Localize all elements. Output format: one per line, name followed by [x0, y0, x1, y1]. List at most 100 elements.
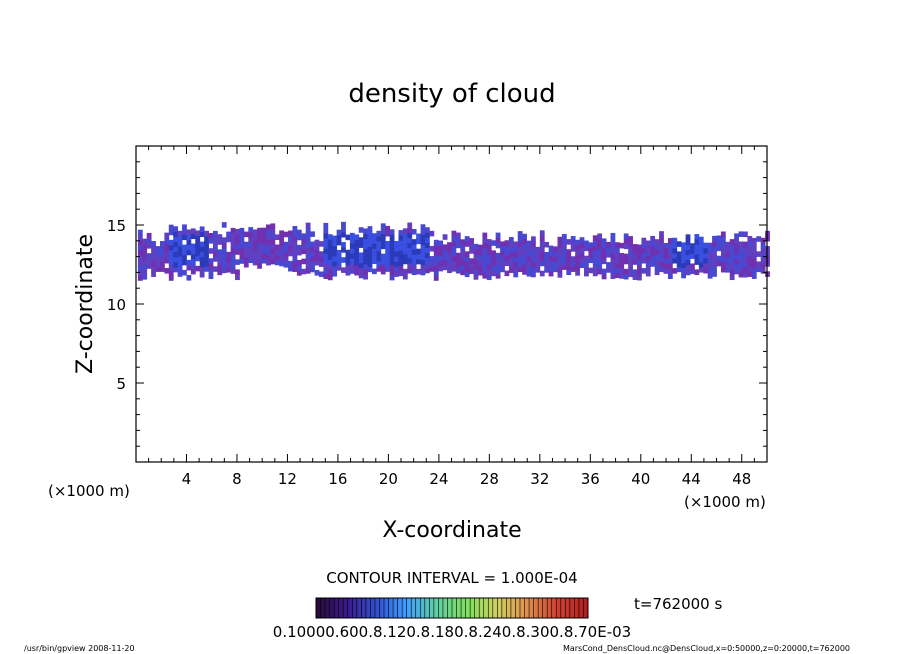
cloud-cell [720, 246, 726, 253]
cloud-cell [504, 270, 510, 277]
cloud-cell [323, 222, 329, 229]
cloud-cell [199, 271, 205, 278]
cloud-cell [641, 242, 647, 249]
cloud-cell [261, 237, 267, 244]
colorbar-cell [540, 598, 543, 618]
cloud-cell [531, 236, 536, 242]
cloud-cell [230, 248, 236, 254]
cloud-cell [190, 243, 196, 250]
cloud-cell [747, 256, 753, 262]
cloud-cell [601, 253, 607, 260]
colorbar-cell [429, 598, 432, 618]
cloud-cell [199, 256, 205, 263]
cloud-cell [332, 265, 338, 272]
cloud-cell [433, 275, 439, 281]
cloud-cell [358, 262, 364, 269]
cloud-cell [513, 246, 519, 253]
cloud-cell [164, 268, 170, 274]
cloud-cell [394, 240, 399, 247]
cloud-cell [694, 269, 700, 275]
cloud-cell [579, 247, 585, 253]
cloud-cell [177, 230, 183, 237]
cloud-cell [411, 259, 417, 265]
cloud-cell [557, 267, 563, 273]
cloud-cell [561, 259, 567, 265]
cloud-cell [588, 242, 594, 248]
colorbar-cell [372, 598, 376, 618]
cloud-cell [447, 267, 452, 274]
cloud-cell [455, 242, 461, 249]
cloud-cell [667, 238, 673, 244]
cloud-cell [685, 244, 691, 251]
cloud-cell [606, 267, 611, 273]
cloud-cell [257, 232, 262, 239]
cloud-cell [239, 227, 245, 234]
colorbar-cell [447, 598, 451, 618]
cloud-cell [720, 251, 726, 258]
cloud-cell [376, 266, 382, 272]
cloud-cell [371, 243, 377, 249]
colorbar-cell [433, 598, 437, 618]
cloud-cell [707, 268, 713, 274]
cloud-cell [491, 260, 497, 267]
cloud-cell [310, 241, 315, 248]
cloud-cell [623, 243, 629, 250]
cloud-cell [305, 263, 311, 269]
cloud-cell [539, 250, 545, 257]
cloud-cell [517, 251, 523, 257]
cloud-cell [659, 241, 664, 247]
cloud-cell [743, 231, 748, 238]
cloud-cell [738, 241, 744, 248]
cloud-cell [628, 256, 633, 262]
cloud-cell [155, 256, 161, 262]
cloud-cell [548, 255, 554, 262]
cloud-cell [380, 253, 386, 260]
cloud-cell [451, 261, 457, 267]
cloud-cell [495, 232, 501, 239]
cloud-cell [433, 239, 439, 246]
cloud-cell [698, 241, 704, 248]
cloud-cell [433, 249, 439, 256]
cloud-cell [645, 255, 651, 262]
cloud-cell [283, 241, 289, 248]
colorbar-cell [347, 598, 351, 618]
cloud-cell [495, 257, 501, 264]
cloud-cell [645, 240, 651, 247]
cloud-cell [606, 241, 611, 248]
cloud-cell [327, 249, 333, 255]
cloud-cell [553, 251, 558, 257]
cloud-cell [159, 266, 165, 272]
colorbar-frame [315, 597, 589, 619]
cloud-cell [628, 266, 633, 273]
cloud-cell [190, 268, 196, 275]
cloud-cell [239, 253, 245, 259]
cloud-cell [522, 259, 527, 265]
cloud-cell [257, 248, 262, 254]
cloud-cell [274, 259, 280, 266]
cloud-cell [663, 268, 669, 274]
cloud-cell [760, 242, 766, 249]
cloud-cell [164, 237, 170, 244]
cloud-cell [698, 267, 704, 273]
cloud-cell [394, 251, 399, 257]
cloud-cell [508, 257, 514, 263]
cloud-cell [712, 261, 717, 267]
colorbar-cell [542, 598, 546, 618]
colorbar-cell [576, 598, 580, 618]
cloud-cell [199, 241, 205, 248]
cloud-cell [531, 266, 536, 273]
cloud-cell [681, 267, 686, 274]
cloud-cell [151, 246, 156, 252]
cloud-cell [354, 234, 360, 241]
cloud-cell [628, 261, 633, 267]
colorbar-cell [338, 598, 342, 618]
x-tick-label: 8 [232, 470, 242, 488]
cloud-cell [230, 258, 236, 264]
cloud-cell [681, 252, 686, 259]
cloud-cell [371, 258, 377, 265]
cloud-cell [424, 247, 430, 254]
cloud-cell [557, 236, 563, 243]
cloud-cell [623, 253, 629, 260]
cloud-cell [142, 243, 148, 250]
cloud-cell [672, 257, 678, 264]
